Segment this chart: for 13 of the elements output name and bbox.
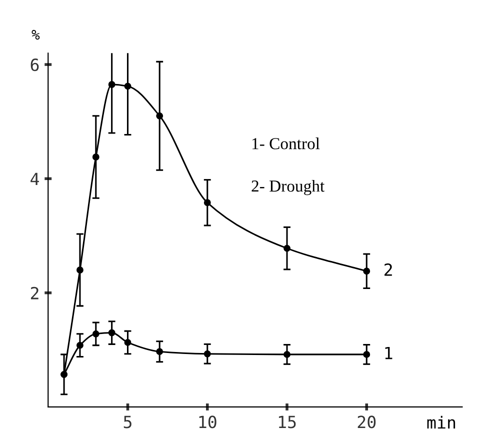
x-tick-label: 5 (124, 416, 132, 428)
x-tick-label: 20 (358, 416, 376, 428)
y-tick-label: 2 (30, 286, 38, 300)
x-axis-title: min (427, 416, 456, 429)
y-axis-title: % (32, 30, 40, 40)
series-label: 2 (384, 263, 392, 276)
x-tick-label: 10 (199, 416, 216, 428)
annotation: 2- Drought (252, 180, 325, 196)
x-tick-label: 15 (278, 416, 296, 428)
y-tick-label: 4 (30, 172, 39, 186)
series-label: 1 (385, 346, 392, 360)
y-tick-label: 6 (30, 58, 39, 72)
annotation: 1- Control (252, 138, 320, 150)
